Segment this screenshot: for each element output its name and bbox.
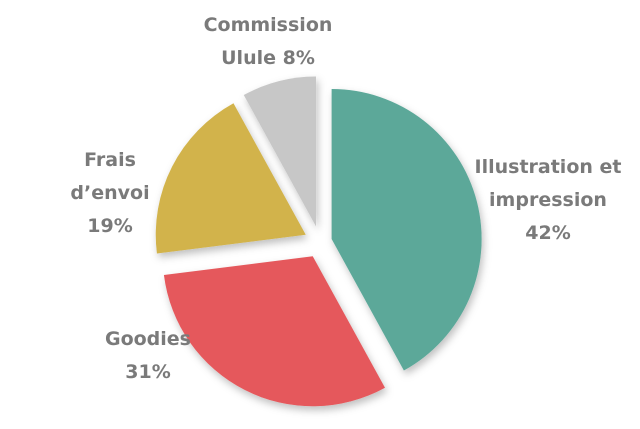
slice-label-commission-ulule: Commission Ulule 8% [204,14,333,69]
pie-slice-frais-d-envoi [155,103,306,254]
slice-label-line: 19% [87,215,132,237]
slice-label-line: Ulule 8% [221,47,315,69]
slice-label-line: Goodies [105,328,191,350]
pie-slice-illustration-et-impression [331,89,482,371]
slice-label-goodies: Goodies 31% [105,328,191,383]
slice-label-line: d’envoi [70,182,149,204]
slice-label-line: 42% [525,222,570,244]
pie-slice-goodies [163,256,385,407]
slice-label-line: Frais [84,149,136,171]
slice-label-line: impression [489,189,607,211]
slice-label-illustration-et-impression: Illustration et impression 42% [475,156,622,244]
slice-label-line: Commission [204,14,333,36]
slice-label-line: Illustration et [475,156,622,178]
slice-label-frais-d-envoi: Frais d’envoi 19% [70,149,149,237]
slice-label-line: 31% [125,361,170,383]
pie-slice-commission-ulule [243,76,317,227]
